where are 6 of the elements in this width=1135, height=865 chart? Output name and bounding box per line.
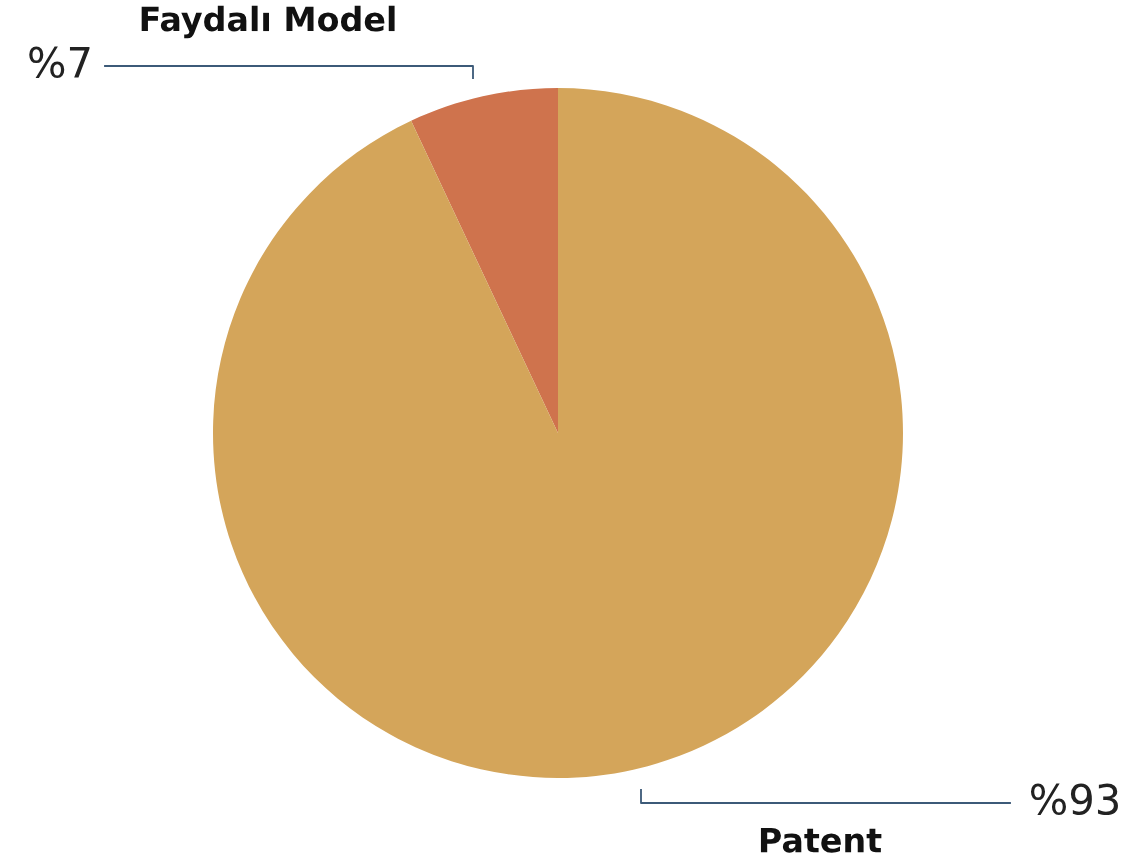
slice-label: Faydalı Model [141,5,395,39]
pie-slice [213,88,903,778]
data-label: %7 [29,46,90,79]
slice-label: Patent [760,827,882,853]
data-label: %93 [1030,783,1118,816]
pie-slice [411,88,558,433]
